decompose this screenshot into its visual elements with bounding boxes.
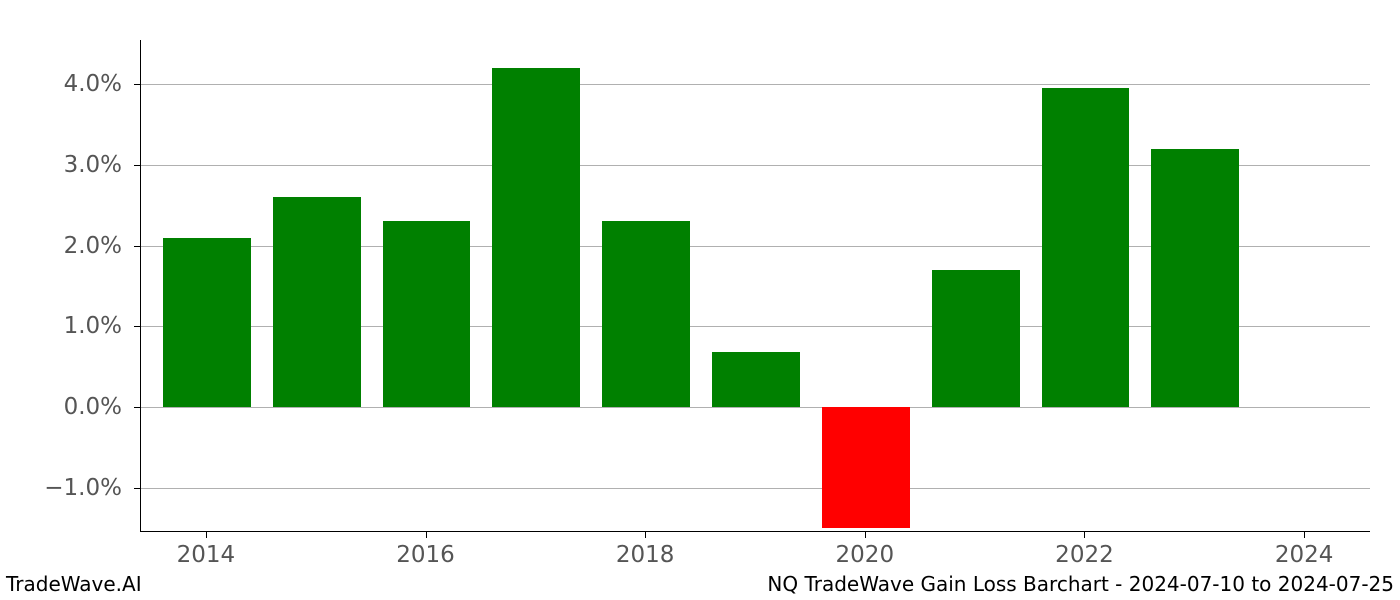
x-tick-label: 2018: [616, 542, 675, 568]
x-tick-mark: [1084, 532, 1085, 538]
plot-area: [140, 40, 1370, 532]
bar-2017: [492, 68, 580, 407]
gridline: [141, 488, 1370, 489]
x-tick-mark: [426, 532, 427, 538]
y-tick-mark: [134, 407, 140, 408]
x-tick-label: 2016: [396, 542, 455, 568]
bar-2021: [932, 270, 1020, 407]
y-tick-label: 0.0%: [0, 394, 122, 420]
x-tick-mark: [1304, 532, 1305, 538]
footer-brand: TradeWave.AI: [0, 568, 148, 600]
bar-2016: [383, 221, 471, 407]
y-tick-label: −1.0%: [0, 475, 122, 501]
bar-2019: [712, 352, 800, 407]
bar-2022: [1042, 88, 1130, 407]
bar-2023: [1151, 149, 1239, 407]
bar-2015: [273, 197, 361, 407]
bar-2020: [822, 407, 910, 528]
y-tick-mark: [134, 326, 140, 327]
bar-2014: [163, 238, 251, 407]
x-tick-label: 2022: [1055, 542, 1114, 568]
y-tick-mark: [134, 84, 140, 85]
x-tick-label: 2020: [836, 542, 895, 568]
y-tick-label: 3.0%: [0, 152, 122, 178]
y-tick-mark: [134, 246, 140, 247]
x-tick-mark: [645, 532, 646, 538]
gridline: [141, 84, 1370, 85]
y-tick-mark: [134, 488, 140, 489]
y-tick-label: 2.0%: [0, 233, 122, 259]
chart-container: −1.0% 0.0% 1.0% 2.0% 3.0% 4.0% 2014 2016 2018 20…: [0, 0, 1400, 600]
y-tick-label: 1.0%: [0, 313, 122, 339]
gridline: [141, 407, 1370, 408]
x-tick-label: 2014: [177, 542, 236, 568]
y-tick-label: 4.0%: [0, 71, 122, 97]
x-tick-mark: [865, 532, 866, 538]
y-tick-mark: [134, 165, 140, 166]
x-tick-label: 2024: [1275, 542, 1334, 568]
x-tick-mark: [206, 532, 207, 538]
footer-caption: NQ TradeWave Gain Loss Barchart - 2024-0…: [761, 568, 1400, 600]
bar-2018: [602, 221, 690, 407]
